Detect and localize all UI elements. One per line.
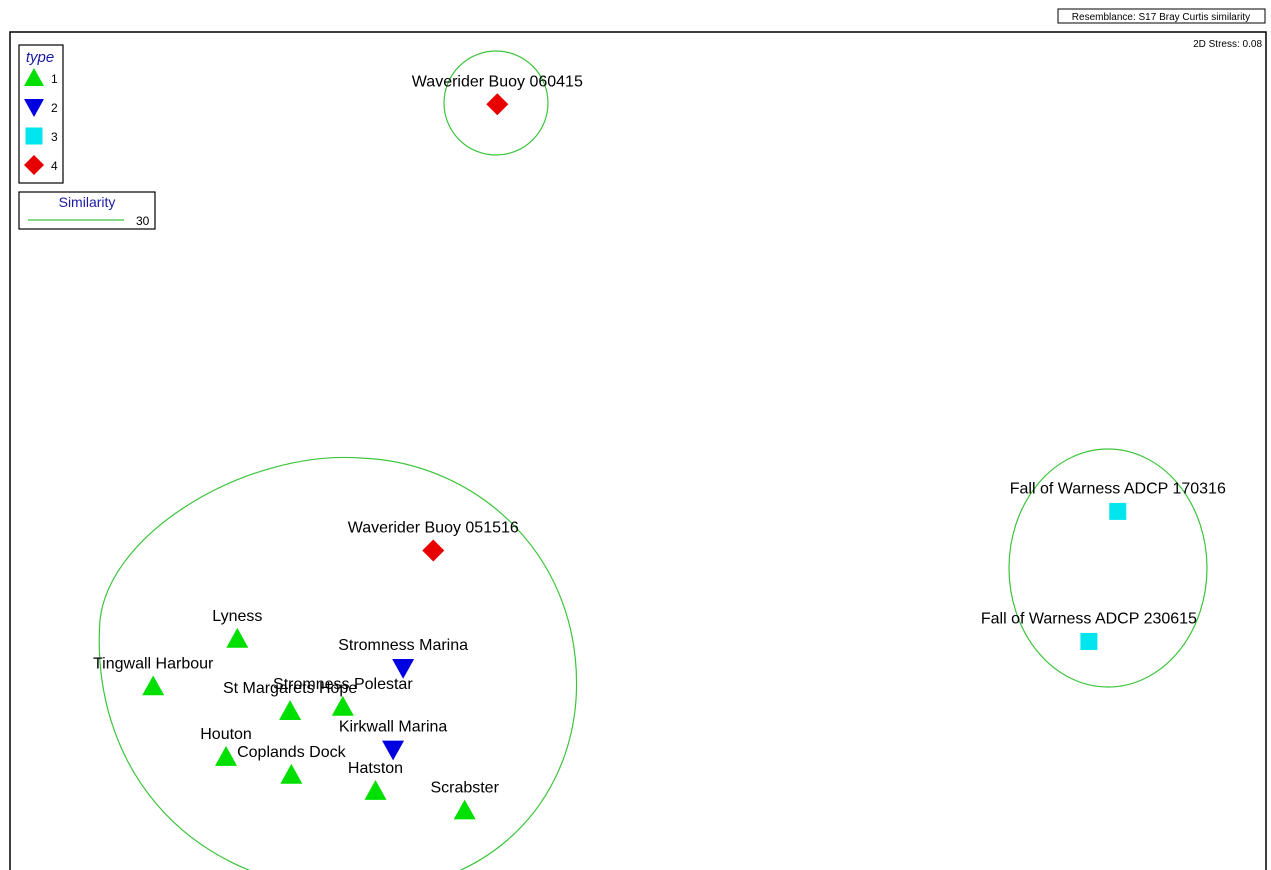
legend-label-type-1: 1 — [51, 72, 58, 86]
point-scrabster — [454, 800, 476, 820]
point-label: Waverider Buoy 051516 — [348, 520, 519, 537]
point-label: Scrabster — [430, 780, 499, 797]
similarity-legend-title: Similarity — [59, 194, 116, 210]
data-points — [142, 93, 1126, 819]
type-legend-title: type — [26, 49, 54, 66]
legend-marker-type-3 — [26, 128, 43, 145]
plot-frame — [10, 32, 1266, 870]
point-waverider-buoy-060415 — [486, 93, 508, 115]
point-label: St Margarets Hope — [223, 680, 357, 697]
point-label: Waverider Buoy 060415 — [412, 73, 583, 90]
similarity-legend: Similarity 30 — [19, 192, 155, 229]
point-kirkwall-marina — [382, 741, 404, 761]
point-houton — [215, 746, 237, 766]
legend-label-type-4: 4 — [51, 159, 58, 173]
point-stromness-polestar — [332, 696, 354, 716]
point-waverider-buoy-051516 — [422, 540, 444, 562]
legend-label-type-2: 2 — [51, 101, 58, 115]
data-labels: Waverider Buoy 060415 Waverider Buoy 0515… — [93, 73, 1226, 796]
point-fall-of-warness-adcp-230615 — [1080, 633, 1097, 650]
point-lyness — [226, 628, 248, 648]
point-label: Fall of Warness ADCP 230615 — [981, 610, 1197, 627]
point-label: Fall of Warness ADCP 170316 — [1010, 480, 1226, 497]
point-label: Tingwall Harbour — [93, 656, 214, 673]
point-label: Kirkwall Marina — [339, 718, 448, 735]
point-label: Houton — [200, 726, 252, 743]
point-label: Hatston — [348, 760, 403, 777]
type-legend: type 1 2 3 4 — [19, 45, 63, 183]
stress-text: 2D Stress: 0.08 — [1193, 39, 1262, 50]
resemblance-text: Resemblance: S17 Bray Curtis similarity — [1072, 12, 1250, 23]
point-coplands-dock — [280, 764, 302, 784]
point-tingwall-harbour — [142, 676, 164, 696]
point-label: Coplands Dock — [237, 744, 347, 761]
point-label: Lyness — [212, 608, 262, 625]
similarity-legend-level: 30 — [136, 214, 150, 228]
point-st-margarets-hope — [279, 700, 301, 720]
legend-label-type-3: 3 — [51, 130, 58, 144]
point-fall-of-warness-adcp-170316 — [1109, 503, 1126, 520]
point-hatston — [364, 780, 386, 800]
point-label: Stromness Marina — [338, 637, 468, 654]
